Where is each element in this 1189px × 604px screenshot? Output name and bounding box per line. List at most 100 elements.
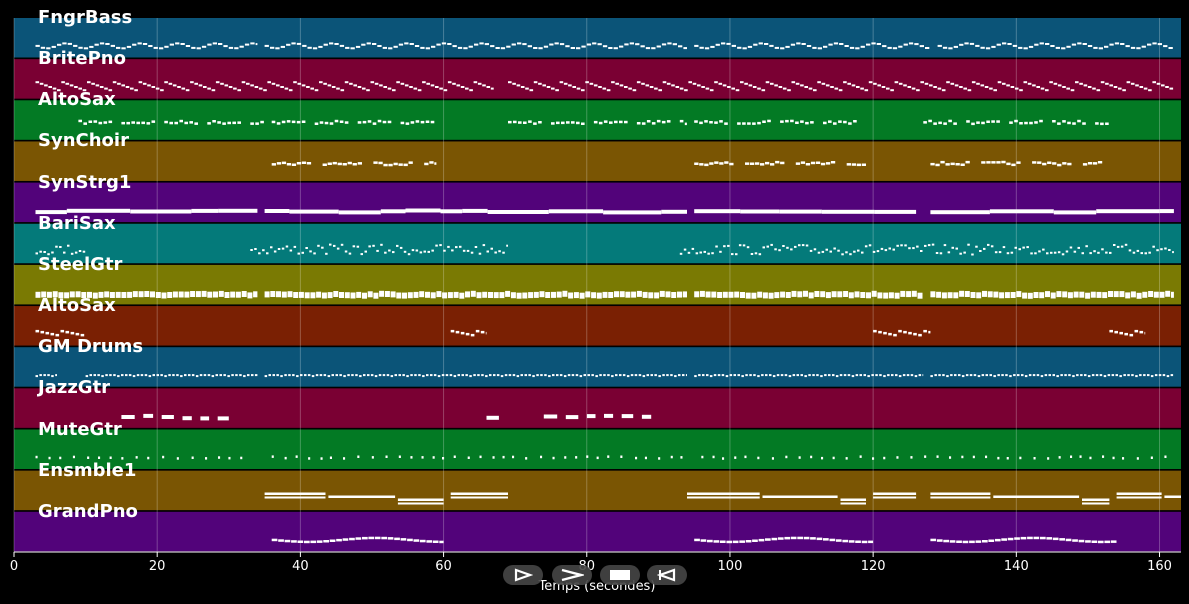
note xyxy=(861,251,864,254)
note xyxy=(343,375,346,378)
note xyxy=(371,456,374,459)
note xyxy=(136,374,140,377)
note xyxy=(322,163,327,166)
note xyxy=(694,538,700,542)
note xyxy=(211,89,216,92)
note xyxy=(1124,332,1128,336)
note xyxy=(195,291,201,298)
note xyxy=(430,120,435,124)
note xyxy=(981,161,986,164)
note xyxy=(301,251,304,254)
note xyxy=(184,374,187,377)
note xyxy=(1070,455,1073,458)
note xyxy=(463,47,468,50)
note xyxy=(419,291,425,298)
note xyxy=(1120,43,1125,45)
note xyxy=(587,374,590,377)
note xyxy=(943,244,947,247)
note xyxy=(357,86,362,88)
note xyxy=(1082,498,1110,501)
note xyxy=(146,122,151,125)
note xyxy=(785,45,790,48)
note xyxy=(985,47,991,50)
note xyxy=(928,119,932,123)
note xyxy=(41,291,47,298)
play-button[interactable] xyxy=(503,565,543,585)
note xyxy=(1078,539,1085,543)
note xyxy=(1139,330,1144,334)
note xyxy=(287,291,293,298)
note xyxy=(959,43,964,46)
note xyxy=(1001,374,1004,377)
rewind-button[interactable] xyxy=(647,565,687,585)
note xyxy=(525,457,528,460)
note xyxy=(223,45,228,48)
note xyxy=(377,119,382,123)
stop-button[interactable] xyxy=(600,565,640,585)
note xyxy=(859,374,862,377)
note xyxy=(276,291,281,298)
note xyxy=(738,244,742,247)
note xyxy=(1049,81,1053,84)
note xyxy=(356,245,360,248)
note xyxy=(1154,374,1158,377)
note xyxy=(1109,329,1113,333)
note xyxy=(280,45,285,48)
note xyxy=(959,86,963,88)
note xyxy=(237,121,241,124)
note xyxy=(941,292,947,299)
note xyxy=(144,374,148,377)
track-lane xyxy=(14,141,1181,181)
note xyxy=(808,374,811,377)
note xyxy=(552,374,555,377)
note xyxy=(270,291,276,297)
note xyxy=(1033,457,1036,460)
note xyxy=(69,291,75,298)
note xyxy=(833,247,836,250)
note xyxy=(1023,81,1028,84)
track-label: GrandPno xyxy=(38,500,138,522)
note xyxy=(205,457,208,460)
note xyxy=(310,540,317,544)
forward-button[interactable] xyxy=(552,565,592,585)
note xyxy=(780,374,784,377)
note xyxy=(339,44,345,47)
note xyxy=(1152,245,1155,248)
note xyxy=(271,538,278,542)
note xyxy=(453,291,459,298)
note xyxy=(935,163,940,167)
note xyxy=(658,375,661,378)
note xyxy=(254,374,258,377)
note xyxy=(35,210,67,215)
note xyxy=(688,81,692,84)
note xyxy=(297,252,300,255)
note xyxy=(712,455,715,459)
note xyxy=(758,42,763,45)
note xyxy=(771,537,778,541)
note xyxy=(482,84,486,87)
note xyxy=(1033,536,1040,540)
note xyxy=(59,246,62,248)
note xyxy=(490,87,494,90)
note xyxy=(199,374,203,377)
note xyxy=(1027,292,1033,299)
note xyxy=(390,375,394,378)
note xyxy=(468,45,473,48)
note xyxy=(815,161,821,164)
note xyxy=(586,455,589,458)
note xyxy=(1120,245,1124,248)
note xyxy=(801,244,805,247)
note xyxy=(478,252,482,255)
note xyxy=(881,86,886,88)
note xyxy=(406,375,409,378)
note xyxy=(347,374,350,377)
note xyxy=(570,47,575,49)
note xyxy=(882,45,887,48)
note xyxy=(499,292,505,299)
note xyxy=(315,374,319,377)
note xyxy=(356,291,362,298)
note xyxy=(576,87,581,90)
stop-icon xyxy=(610,570,630,580)
note xyxy=(52,87,57,90)
note xyxy=(876,250,880,253)
